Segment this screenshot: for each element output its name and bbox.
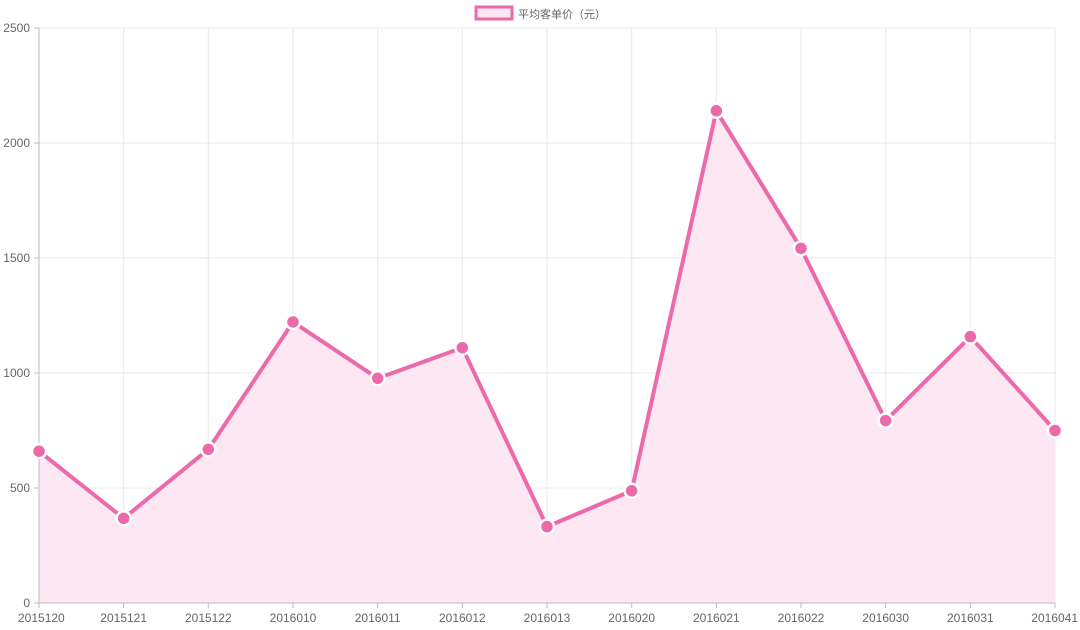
x-tick-label: 2015122: [185, 611, 232, 625]
y-tick-label: 0: [23, 596, 30, 610]
legend[interactable]: 平均客单价（元）: [474, 5, 606, 21]
y-tick-label: 1500: [3, 251, 30, 265]
x-tick-label: 2016030: [862, 611, 909, 625]
x-tick-label: 2016031: [947, 611, 994, 625]
data-point[interactable]: [623, 482, 640, 500]
data-point[interactable]: [538, 518, 556, 535]
data-point[interactable]: [708, 102, 725, 120]
series-area: [39, 110, 1055, 604]
area-layer: [39, 110, 1055, 604]
axes: [34, 27, 1056, 608]
y-tick-label: 500: [10, 481, 30, 495]
data-point[interactable]: [30, 442, 48, 460]
x-tick-label: 2015120: [18, 611, 65, 625]
data-point[interactable]: [284, 313, 302, 331]
x-tick-label: 2016011: [355, 611, 401, 625]
legend-swatch[interactable]: [474, 5, 514, 21]
legend-label[interactable]: 平均客单价（元）: [518, 7, 606, 21]
data-point[interactable]: [1046, 422, 1064, 439]
y-tick-label: 1000: [3, 366, 30, 380]
data-point[interactable]: [369, 370, 386, 387]
x-tick-label: 2016041: [1031, 611, 1078, 625]
point-layer: [30, 102, 1064, 535]
x-tick-label: 2015121: [100, 611, 147, 625]
data-point[interactable]: [792, 240, 810, 257]
data-point[interactable]: [454, 339, 471, 356]
data-point[interactable]: [877, 412, 894, 429]
tick-labels: 0 500 1000 1500 2000 2500 2015120 2015121 201512…: [3, 21, 1078, 625]
data-point[interactable]: [962, 328, 979, 345]
y-tick-label: 2000: [3, 136, 30, 150]
x-tick-label: 2016013: [524, 611, 571, 625]
y-tick-label: 2500: [3, 21, 30, 35]
x-tick-label: 2016010: [270, 611, 317, 625]
x-tick-label: 2016021: [693, 611, 740, 625]
data-point[interactable]: [200, 441, 217, 458]
x-tick-label: 2016020: [608, 611, 655, 625]
data-point[interactable]: [115, 510, 132, 527]
x-tick-label: 2016012: [439, 611, 486, 625]
x-tick-label: 2016022: [778, 611, 825, 625]
